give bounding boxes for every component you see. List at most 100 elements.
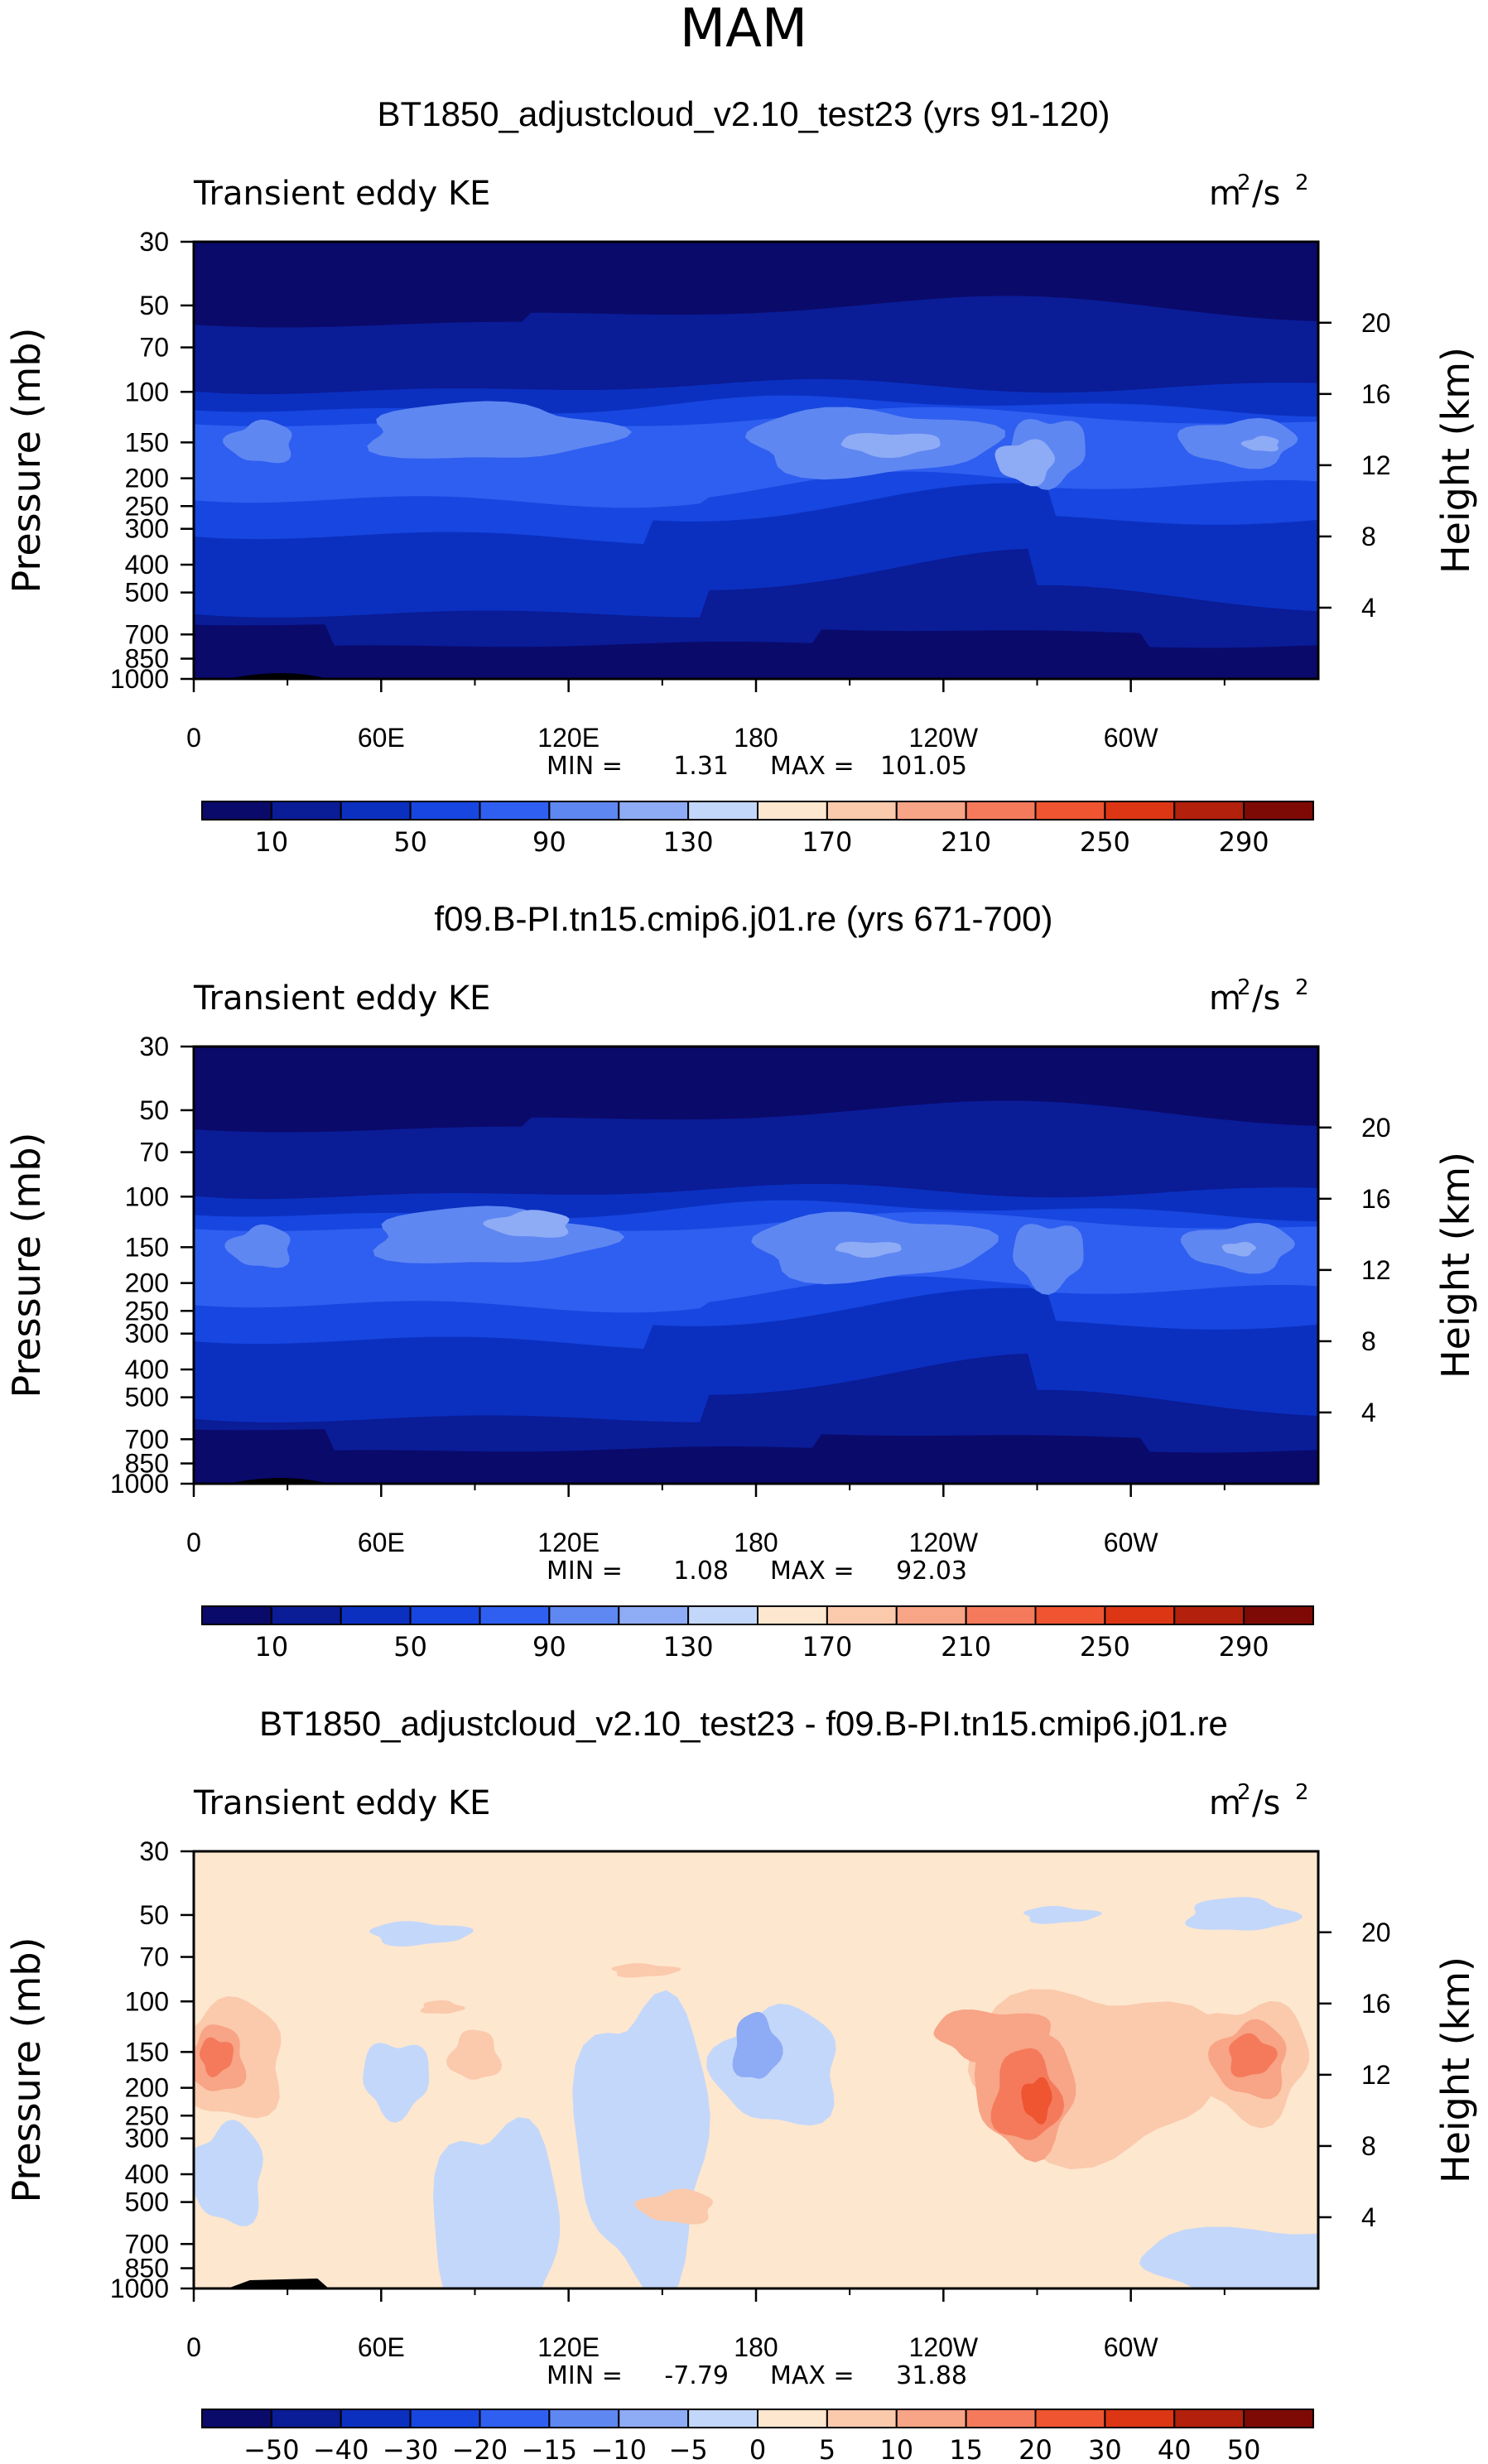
colorbar-swatch bbox=[1034, 801, 1106, 821]
colorbar-swatch bbox=[1034, 1605, 1106, 1625]
contour-blob-90-110 bbox=[223, 419, 292, 464]
y-right-tick-label: 12 bbox=[1361, 1255, 1391, 1285]
units-exponent: 2 bbox=[1237, 975, 1251, 1000]
colorbar-swatch bbox=[270, 801, 342, 821]
colorbar-label: 10 bbox=[255, 826, 289, 858]
colorbar-label: 210 bbox=[941, 1631, 991, 1663]
colorbar-swatch bbox=[757, 2409, 828, 2428]
colorbar-swatch bbox=[1243, 1605, 1314, 1625]
y-tick-label: 50 bbox=[139, 1900, 169, 1930]
colorbar-label: 10 bbox=[255, 1631, 289, 1663]
y-tick-label: 150 bbox=[125, 427, 169, 457]
colorbar-label: 50 bbox=[393, 1631, 427, 1663]
colorbar-swatch bbox=[965, 801, 1037, 821]
y-tick-label: 150 bbox=[125, 2037, 169, 2067]
panel-title: BT1850_adjustcloud_v2.10_test23 - f09.B-… bbox=[259, 1704, 1228, 1743]
units-mid: /s bbox=[1252, 979, 1280, 1018]
colorbar-swatch bbox=[895, 801, 967, 821]
y-tick-label: 1000 bbox=[110, 664, 169, 694]
colorbar-swatch bbox=[1173, 2409, 1245, 2428]
y-right-tick-label: 8 bbox=[1361, 1326, 1376, 1356]
x-tick-label: 120W bbox=[909, 2332, 979, 2362]
y-axis-title: Pressure (mb) bbox=[4, 328, 49, 594]
contour-blob-15-20 bbox=[1229, 2033, 1278, 2077]
units-exponent: 2 bbox=[1295, 1780, 1309, 1805]
colorbar-label: 90 bbox=[532, 826, 566, 858]
colorbar-label: −50 bbox=[243, 2434, 300, 2464]
contour-blob-neg-5-0 bbox=[194, 2120, 263, 2226]
panel-test-run: 3050701001502002503004005007008501000201… bbox=[4, 94, 1478, 858]
colorbar-swatch bbox=[479, 801, 551, 821]
colorbar-swatch bbox=[618, 1605, 690, 1625]
panel-left-label: Transient eddy KE bbox=[193, 175, 490, 213]
contour-blob-5-10 bbox=[611, 1963, 681, 1978]
colorbar-swatch bbox=[1104, 1605, 1176, 1625]
min-value: 1.31 bbox=[673, 752, 729, 781]
colorbar-label: 250 bbox=[1080, 1631, 1130, 1663]
y-tick-label: 100 bbox=[125, 377, 169, 407]
colorbar-swatch bbox=[548, 1605, 620, 1625]
colorbar-swatch bbox=[687, 2409, 758, 2428]
x-tick-label: 120W bbox=[909, 1528, 979, 1557]
y-right-tick-label: 4 bbox=[1361, 593, 1376, 623]
y-right-tick-label: 16 bbox=[1361, 1184, 1391, 1214]
contour-blob-90-110 bbox=[1177, 417, 1298, 469]
colorbar-swatch bbox=[1104, 801, 1176, 821]
colorbar-swatch bbox=[409, 2409, 481, 2428]
colorbar-swatch bbox=[409, 1605, 481, 1625]
units-mid: /s bbox=[1252, 1784, 1280, 1822]
panel-difference: 3050701001502002503004005007008501000201… bbox=[4, 1704, 1478, 2464]
panel-title: BT1850_adjustcloud_v2.10_test23 (yrs 91-… bbox=[378, 94, 1110, 133]
y-tick-label: 250 bbox=[125, 1296, 169, 1326]
contour-blob-90-110 bbox=[373, 1206, 625, 1263]
colorbar-label: 90 bbox=[532, 1631, 566, 1663]
panel-control-run: 3050701001502002503004005007008501000201… bbox=[4, 899, 1478, 1663]
colorbar-label: 30 bbox=[1088, 2434, 1122, 2464]
x-tick-label: 180 bbox=[734, 2332, 778, 2362]
colorbar-swatch bbox=[618, 801, 690, 821]
max-value: 101.05 bbox=[880, 752, 967, 781]
y-right-axis-title: Height (km) bbox=[1433, 347, 1478, 574]
x-tick-label: 120E bbox=[537, 1528, 600, 1557]
units-base: m bbox=[1209, 1784, 1241, 1822]
y-tick-label: 1000 bbox=[110, 1469, 169, 1499]
colorbar-label: 50 bbox=[393, 826, 427, 858]
colorbar-swatch bbox=[1243, 801, 1314, 821]
contour-field bbox=[194, 1851, 1318, 2288]
units-base: m bbox=[1209, 175, 1241, 213]
y-right-tick-label: 8 bbox=[1361, 2131, 1376, 2161]
contour-blob-90-110 bbox=[1013, 1224, 1084, 1295]
contour-blob-90-110 bbox=[367, 401, 633, 459]
colorbar-swatch bbox=[1173, 1605, 1245, 1625]
colorbar-swatch bbox=[965, 1605, 1037, 1625]
colorbar-label: 15 bbox=[949, 2434, 983, 2464]
y-tick-label: 300 bbox=[125, 1319, 169, 1349]
units-exponent: 2 bbox=[1237, 171, 1251, 195]
colorbar-label: −30 bbox=[383, 2434, 439, 2464]
colorbar-swatch bbox=[618, 2409, 690, 2428]
colorbar-swatch bbox=[895, 1605, 967, 1625]
colorbar-swatch bbox=[687, 801, 758, 821]
contour-band-surface bbox=[194, 1429, 1318, 1484]
x-tick-label: 60E bbox=[358, 723, 405, 753]
y-tick-label: 250 bbox=[125, 2101, 169, 2130]
x-tick-label: 60W bbox=[1104, 723, 1159, 753]
units-base: m bbox=[1209, 979, 1241, 1018]
colorbar-label: 10 bbox=[879, 2434, 913, 2464]
x-tick-label: 120W bbox=[909, 723, 979, 753]
y-right-tick-label: 20 bbox=[1361, 1918, 1391, 1947]
contour-blob-110-130 bbox=[840, 433, 941, 459]
colorbar-swatch bbox=[270, 1605, 342, 1625]
y-tick-label: 400 bbox=[125, 1355, 169, 1384]
colorbar-swatch bbox=[479, 1605, 551, 1625]
colorbar-swatch bbox=[479, 2409, 551, 2428]
colorbar-label: −20 bbox=[452, 2434, 508, 2464]
colorbar-swatch bbox=[270, 2409, 342, 2428]
min-label: MIN = bbox=[547, 2361, 623, 2390]
contour-blob-5-10 bbox=[634, 2188, 714, 2225]
colorbar-swatch bbox=[1173, 801, 1245, 821]
units-exponent: 2 bbox=[1295, 975, 1309, 1000]
figure-title: MAM bbox=[680, 0, 807, 60]
x-tick-label: 120E bbox=[537, 723, 600, 753]
y-tick-label: 150 bbox=[125, 1232, 169, 1262]
